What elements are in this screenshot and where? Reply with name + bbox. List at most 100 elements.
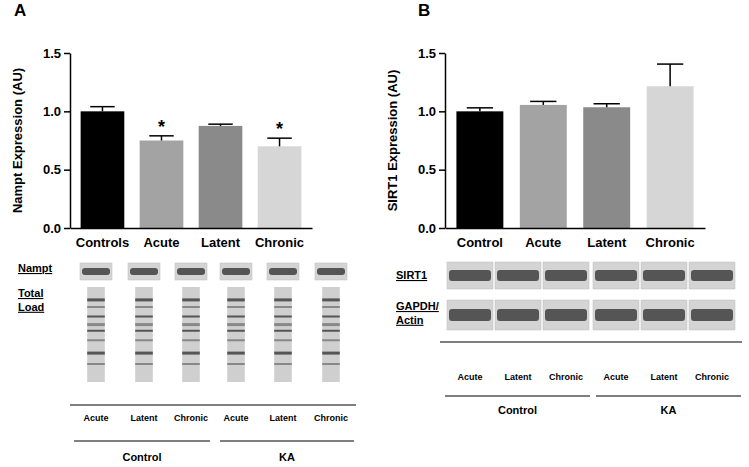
blot-lane-label: Acute	[83, 413, 108, 423]
annotation: *	[276, 119, 283, 139]
y-tick: 1.5	[418, 46, 445, 61]
blot-band	[269, 268, 297, 275]
y-tick-label: 0.5	[418, 162, 436, 177]
x-tick: Acute	[525, 228, 561, 250]
blot-background	[175, 263, 207, 280]
error-bar	[594, 104, 620, 108]
blot-lane	[689, 262, 735, 289]
y-tick-mark	[64, 169, 70, 171]
y-tick: 1.5	[43, 46, 70, 61]
panel-title: A	[14, 1, 26, 20]
blot-panel: SIRT1GAPDH/ActinAcuteLatentChronicAcuteL…	[396, 262, 742, 416]
panel-title: B	[418, 1, 430, 20]
blot-band	[87, 316, 105, 318]
blot-group-line	[220, 440, 354, 441]
blot-band	[87, 330, 105, 332]
blot-band	[545, 309, 587, 321]
blot-lane-label: Latent	[651, 372, 678, 382]
blot-band	[449, 270, 491, 281]
blot-lane	[315, 263, 347, 280]
error-bar-cap	[657, 63, 683, 65]
y-axis-line	[70, 54, 72, 229]
x-tick-label: Chronic	[255, 235, 304, 250]
blot-group-line	[596, 395, 741, 396]
y-tick: 1.0	[418, 104, 445, 119]
blot-group-label: Control	[498, 404, 537, 416]
blot-lane	[322, 287, 340, 382]
error-bar	[657, 64, 683, 86]
blot-panel: NamptTotalLoadAcuteLatentChronicAcuteLat…	[18, 262, 356, 463]
blot-background	[274, 287, 292, 382]
error-bar-cap	[530, 101, 556, 103]
blot-band	[322, 363, 340, 365]
error-bar-cap	[208, 123, 232, 125]
blot-band	[322, 352, 340, 355]
blot-background	[182, 287, 200, 382]
blot-lane	[447, 300, 493, 330]
y-tick: 0.5	[418, 162, 445, 177]
blot-band	[87, 352, 105, 355]
blot-background	[87, 287, 105, 382]
blot-band	[449, 309, 491, 321]
blot-background	[447, 300, 493, 330]
blot-lane-label: Latent	[270, 413, 297, 423]
bar	[81, 111, 125, 228]
bar	[258, 146, 302, 228]
blot-lane-label: Latent	[131, 413, 158, 423]
blot-lane	[543, 300, 589, 330]
x-tick: Latent	[587, 228, 627, 250]
y-tick: 1.0	[43, 104, 70, 119]
blot-band	[135, 363, 153, 365]
blot-band	[135, 339, 153, 341]
blot-background	[543, 262, 589, 289]
blot-lane-label: Acute	[223, 413, 248, 423]
plot-marks	[456, 64, 693, 228]
error-bar-stem	[669, 64, 671, 86]
blot-background	[543, 300, 589, 330]
blot-lane	[267, 263, 299, 280]
x-tick: Controls	[76, 228, 129, 250]
error-bar-cap	[594, 103, 620, 105]
x-tick-label: Latent	[201, 235, 241, 250]
x-tick-label: Chronic	[646, 235, 695, 250]
blot-band	[227, 339, 245, 341]
blot-band	[274, 363, 292, 365]
blot-band	[691, 270, 733, 281]
y-tick-label: 0.0	[43, 221, 61, 236]
blot-background	[593, 262, 639, 289]
chart-panel: B0.00.51.01.5ControlAcuteLatentChronicSI…	[385, 1, 706, 250]
blot-row-label: TotalLoad	[18, 287, 44, 313]
blot-band	[87, 323, 105, 326]
y-tick: 0.5	[43, 162, 70, 177]
y-tick-mark	[64, 228, 70, 230]
blot-background	[128, 263, 160, 280]
blot-band	[135, 316, 153, 318]
bar	[520, 105, 567, 228]
x-tick-label: Acute	[525, 235, 561, 250]
blot-row-label: GAPDH/Actin	[396, 300, 439, 326]
blot-group-label: KA	[279, 451, 295, 463]
blot-lane	[220, 263, 252, 280]
blot-separator	[70, 404, 356, 405]
blot-lane-label: Chronic	[549, 372, 583, 382]
blot-row-label: Nampt	[18, 262, 53, 274]
blot-band	[87, 298, 105, 301]
blot-band	[322, 316, 340, 318]
blot-lane	[641, 300, 687, 330]
blot-background	[315, 263, 347, 280]
bar	[140, 141, 184, 229]
y-axis-line	[445, 54, 447, 229]
error-bar	[467, 108, 493, 112]
blot-lane	[182, 287, 200, 382]
blot-band	[274, 298, 292, 301]
error-bar	[90, 107, 114, 112]
y-axis: 0.0 0.5 1.0 1.5	[43, 46, 71, 236]
blot-band	[595, 309, 637, 321]
blot-background	[689, 262, 735, 289]
blot-band	[274, 352, 292, 355]
blot-band	[643, 270, 685, 281]
blot-band	[182, 298, 200, 301]
blot-background	[641, 262, 687, 289]
blot-band	[135, 323, 153, 326]
x-axis-line	[71, 228, 313, 230]
